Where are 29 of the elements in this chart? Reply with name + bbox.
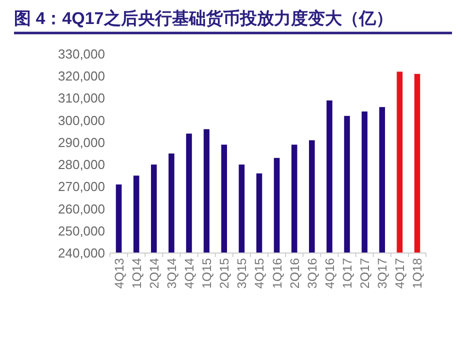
x-tick-label: 4Q16 bbox=[322, 258, 337, 289]
y-tick-label: 310,000 bbox=[58, 90, 105, 106]
y-tick-label: 330,000 bbox=[58, 46, 105, 62]
x-tick-label: 3Q15 bbox=[235, 258, 250, 289]
x-tick-label: 1Q18 bbox=[410, 258, 425, 289]
x-tick-label: 1Q15 bbox=[200, 258, 214, 289]
y-tick-label: 300,000 bbox=[58, 112, 105, 128]
x-tick-label: 3Q14 bbox=[164, 258, 179, 289]
y-tick-label: 250,000 bbox=[58, 223, 105, 238]
chart-title: 图 4：4Q17之后央行基础货币投放力度变大（亿） bbox=[14, 9, 393, 28]
y-tick-label: 280,000 bbox=[58, 157, 105, 172]
x-tick-label: 1Q16 bbox=[270, 258, 284, 289]
x-tick-label: 4Q17 bbox=[393, 258, 408, 289]
x-tick-label: 3Q17 bbox=[376, 258, 390, 289]
y-tick-label: 270,000 bbox=[58, 179, 105, 194]
x-tick-label: 2Q16 bbox=[288, 258, 302, 289]
y-tick-label: 260,000 bbox=[58, 201, 105, 216]
y-tick-label: 290,000 bbox=[58, 134, 105, 150]
x-tick-label: 4Q15 bbox=[252, 258, 267, 289]
y-tick-label: 320,000 bbox=[58, 68, 105, 84]
x-tick-label: 3Q16 bbox=[305, 258, 320, 289]
x-tick-label: 4Q14 bbox=[182, 258, 196, 289]
x-tick-label: 1Q14 bbox=[130, 258, 144, 289]
x-tick-label: 1Q17 bbox=[340, 258, 354, 289]
y-tick-label: 240,000 bbox=[58, 246, 105, 260]
x-tick-label: 2Q15 bbox=[218, 258, 232, 289]
x-tick-label: 2Q14 bbox=[147, 258, 162, 289]
x-tick-label: 2Q17 bbox=[358, 258, 372, 289]
x-tick-label: 4Q13 bbox=[112, 258, 126, 289]
